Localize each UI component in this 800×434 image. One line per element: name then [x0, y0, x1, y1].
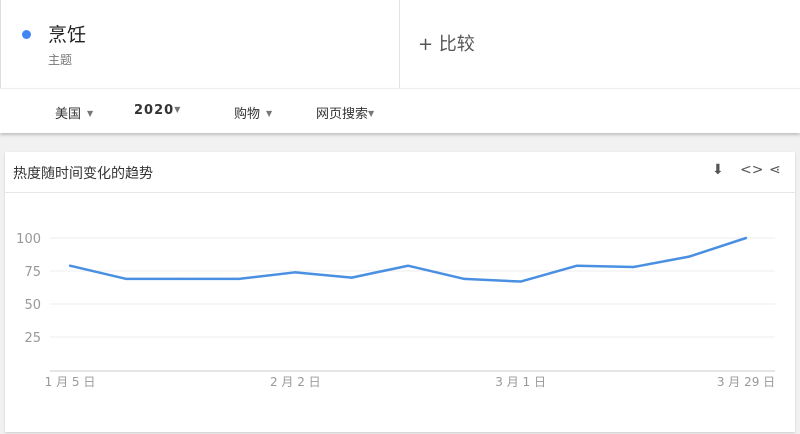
search-type-label: 网页搜索 [316, 107, 369, 122]
series-line [69, 236, 747, 283]
data-point [181, 277, 184, 281]
data-point [406, 264, 410, 267]
category-label: 购物 [234, 107, 261, 122]
data-point [519, 280, 522, 283]
time-label: 2020 [134, 103, 175, 118]
divider [5, 192, 795, 193]
line-chart: 100 75 50 25 1 月 5 日 2 月 2 日 3 月 1 日 3 月 29 日 [16, 232, 775, 389]
embed-code-icon[interactable]: <> [740, 162, 764, 178]
y-tick-label: 75 [24, 265, 41, 280]
data-point [463, 277, 466, 281]
search-term-card[interactable]: 烹饪 主题 [0, 0, 400, 88]
card-title: 热度随时间变化的趋势 [13, 166, 153, 182]
x-tick-label: 1 月 5 日 [45, 375, 96, 389]
data-point [237, 277, 241, 281]
data-point [632, 265, 635, 269]
data-point [294, 271, 297, 274]
x-tick-label: 3 月 1 日 [495, 375, 546, 389]
compare-button[interactable]: + 比较 [418, 34, 475, 55]
y-tick-label: 25 [24, 331, 41, 346]
data-point [68, 264, 72, 267]
x-tick-label: 2 月 2 日 [270, 375, 321, 389]
region-label: 美国 [55, 107, 82, 122]
caret-down-icon: ▼ [266, 109, 273, 118]
interest-over-time-card: 热度随时间变化的趋势 ⬇ <> ⋖ 100 75 50 25 1 月 5 日 2 月 2 … [5, 152, 795, 432]
y-tick-label: 50 [24, 298, 41, 313]
data-point [125, 277, 128, 281]
search-type-dropdown[interactable]: 网页搜索▼ [316, 103, 374, 122]
caret-down-icon: ▼ [87, 109, 94, 118]
category-dropdown[interactable]: 购物 ▼ [234, 103, 272, 122]
download-icon[interactable]: ⬇ [712, 162, 724, 178]
y-tick-label: 100 [16, 232, 41, 247]
caret-down-icon: ▼ [368, 109, 375, 118]
share-icon[interactable]: ⋖ [769, 162, 781, 178]
data-point [350, 276, 353, 279]
data-point [575, 264, 579, 267]
term-name: 烹饪 [48, 24, 87, 46]
term-type: 主题 [48, 53, 73, 67]
caret-down-icon: ▼ [174, 105, 182, 114]
filter-bar: 美国 ▼ 2020▼ 购物 ▼ 网页搜索▼ [0, 88, 800, 133]
x-tick-label: 3 月 29 日 [717, 375, 775, 389]
search-terms-bar: 烹饪 主题 + 比较 [0, 0, 800, 88]
data-point [688, 255, 691, 258]
data-point [744, 236, 748, 240]
term-color-dot [22, 30, 31, 39]
time-dropdown[interactable]: 2020▼ [134, 103, 181, 118]
region-dropdown[interactable]: 美国 ▼ [55, 103, 93, 122]
